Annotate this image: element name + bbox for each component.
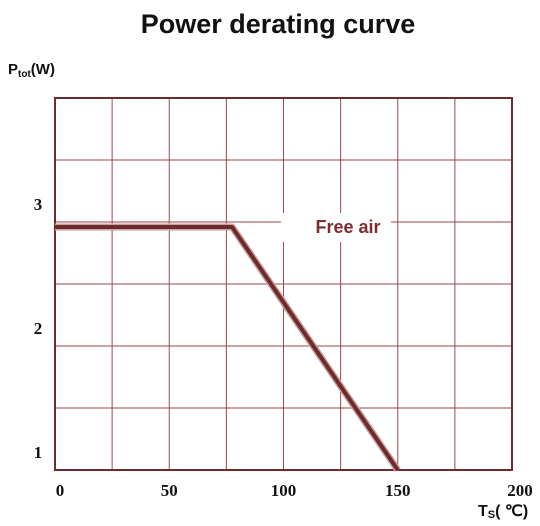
y-axis-label: Ptot(W): [8, 61, 55, 80]
y-tick-label: 2: [34, 319, 43, 338]
x-tick-label: 150: [385, 481, 411, 500]
line: [55, 224, 400, 472]
y-axis-label-unit: (W): [31, 61, 55, 78]
legend-box: [281, 213, 391, 242]
x-tick-label: 50: [161, 481, 178, 500]
x-tick-label: 100: [271, 481, 297, 500]
x-axis-label-unit: ( ℃): [495, 503, 528, 520]
x-axis-label-sub: S: [488, 509, 495, 521]
y-tick-label: 1: [34, 443, 43, 462]
x-tick-label: 0: [56, 481, 65, 500]
chart-title: Power derating curve: [141, 9, 416, 39]
legend-label: Free air: [315, 217, 380, 237]
y-tick-label: 3: [34, 195, 43, 214]
y-axis-label-sub: tot: [18, 69, 31, 80]
x-axis-label: TS( ℃): [478, 503, 528, 521]
plot-border: [54, 97, 513, 471]
x-axis-label-main: T: [478, 503, 488, 520]
x-tick-label: 200: [507, 481, 533, 500]
y-axis-label-main: P: [8, 61, 18, 78]
